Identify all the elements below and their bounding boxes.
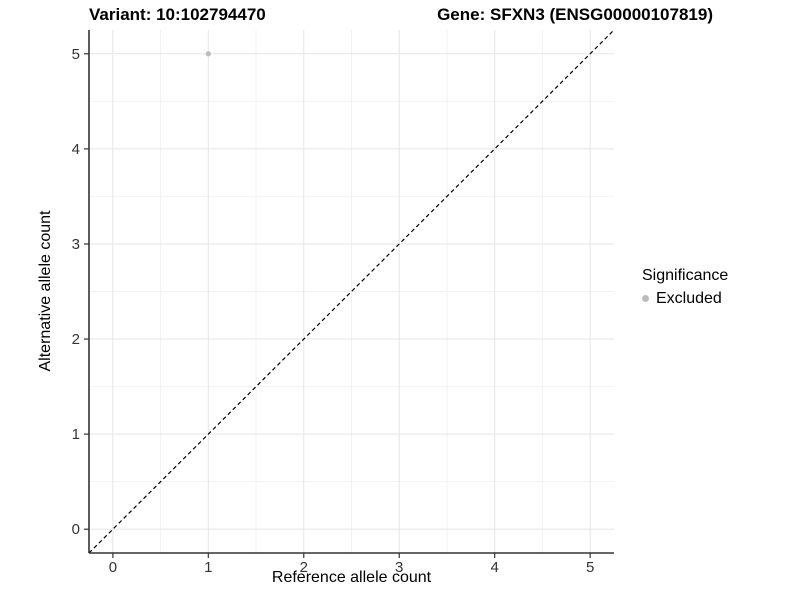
legend: Significance Excluded	[642, 266, 728, 308]
x-axis-label: Reference allele count	[271, 569, 432, 586]
y-tick-label: 4	[72, 141, 80, 158]
x-tick-label: 0	[109, 559, 117, 576]
identity-reference-line	[88, 29, 615, 554]
y-axis-label: Alternative allele count	[37, 210, 54, 372]
legend-title: Significance	[642, 267, 729, 284]
y-tick-label: 5	[72, 46, 80, 63]
plot-title-gene: Gene: SFXN3 (ENSG00000107819)	[437, 5, 713, 24]
y-tick-label: 1	[72, 426, 80, 443]
x-tick-label: 3	[395, 559, 403, 576]
excluded-marker-icon	[642, 295, 649, 302]
x-tick-label: 5	[586, 559, 594, 576]
y-tick-label: 3	[72, 236, 80, 253]
y-tick-label: 2	[72, 331, 80, 348]
x-tick-label: 2	[300, 559, 308, 576]
plot-title-variant: Variant: 10:102794470	[89, 5, 266, 24]
data-point-excluded	[205, 51, 211, 57]
y-tick-label: 0	[72, 521, 80, 538]
plot-titles: Variant: 10:102794470 Gene: SFXN3 (ENSG0…	[89, 5, 713, 24]
legend-item-label: Excluded	[656, 290, 722, 307]
legend-item-excluded: Excluded	[642, 289, 728, 308]
x-tick-label: 1	[204, 559, 212, 576]
x-tick-label: 4	[491, 559, 499, 576]
